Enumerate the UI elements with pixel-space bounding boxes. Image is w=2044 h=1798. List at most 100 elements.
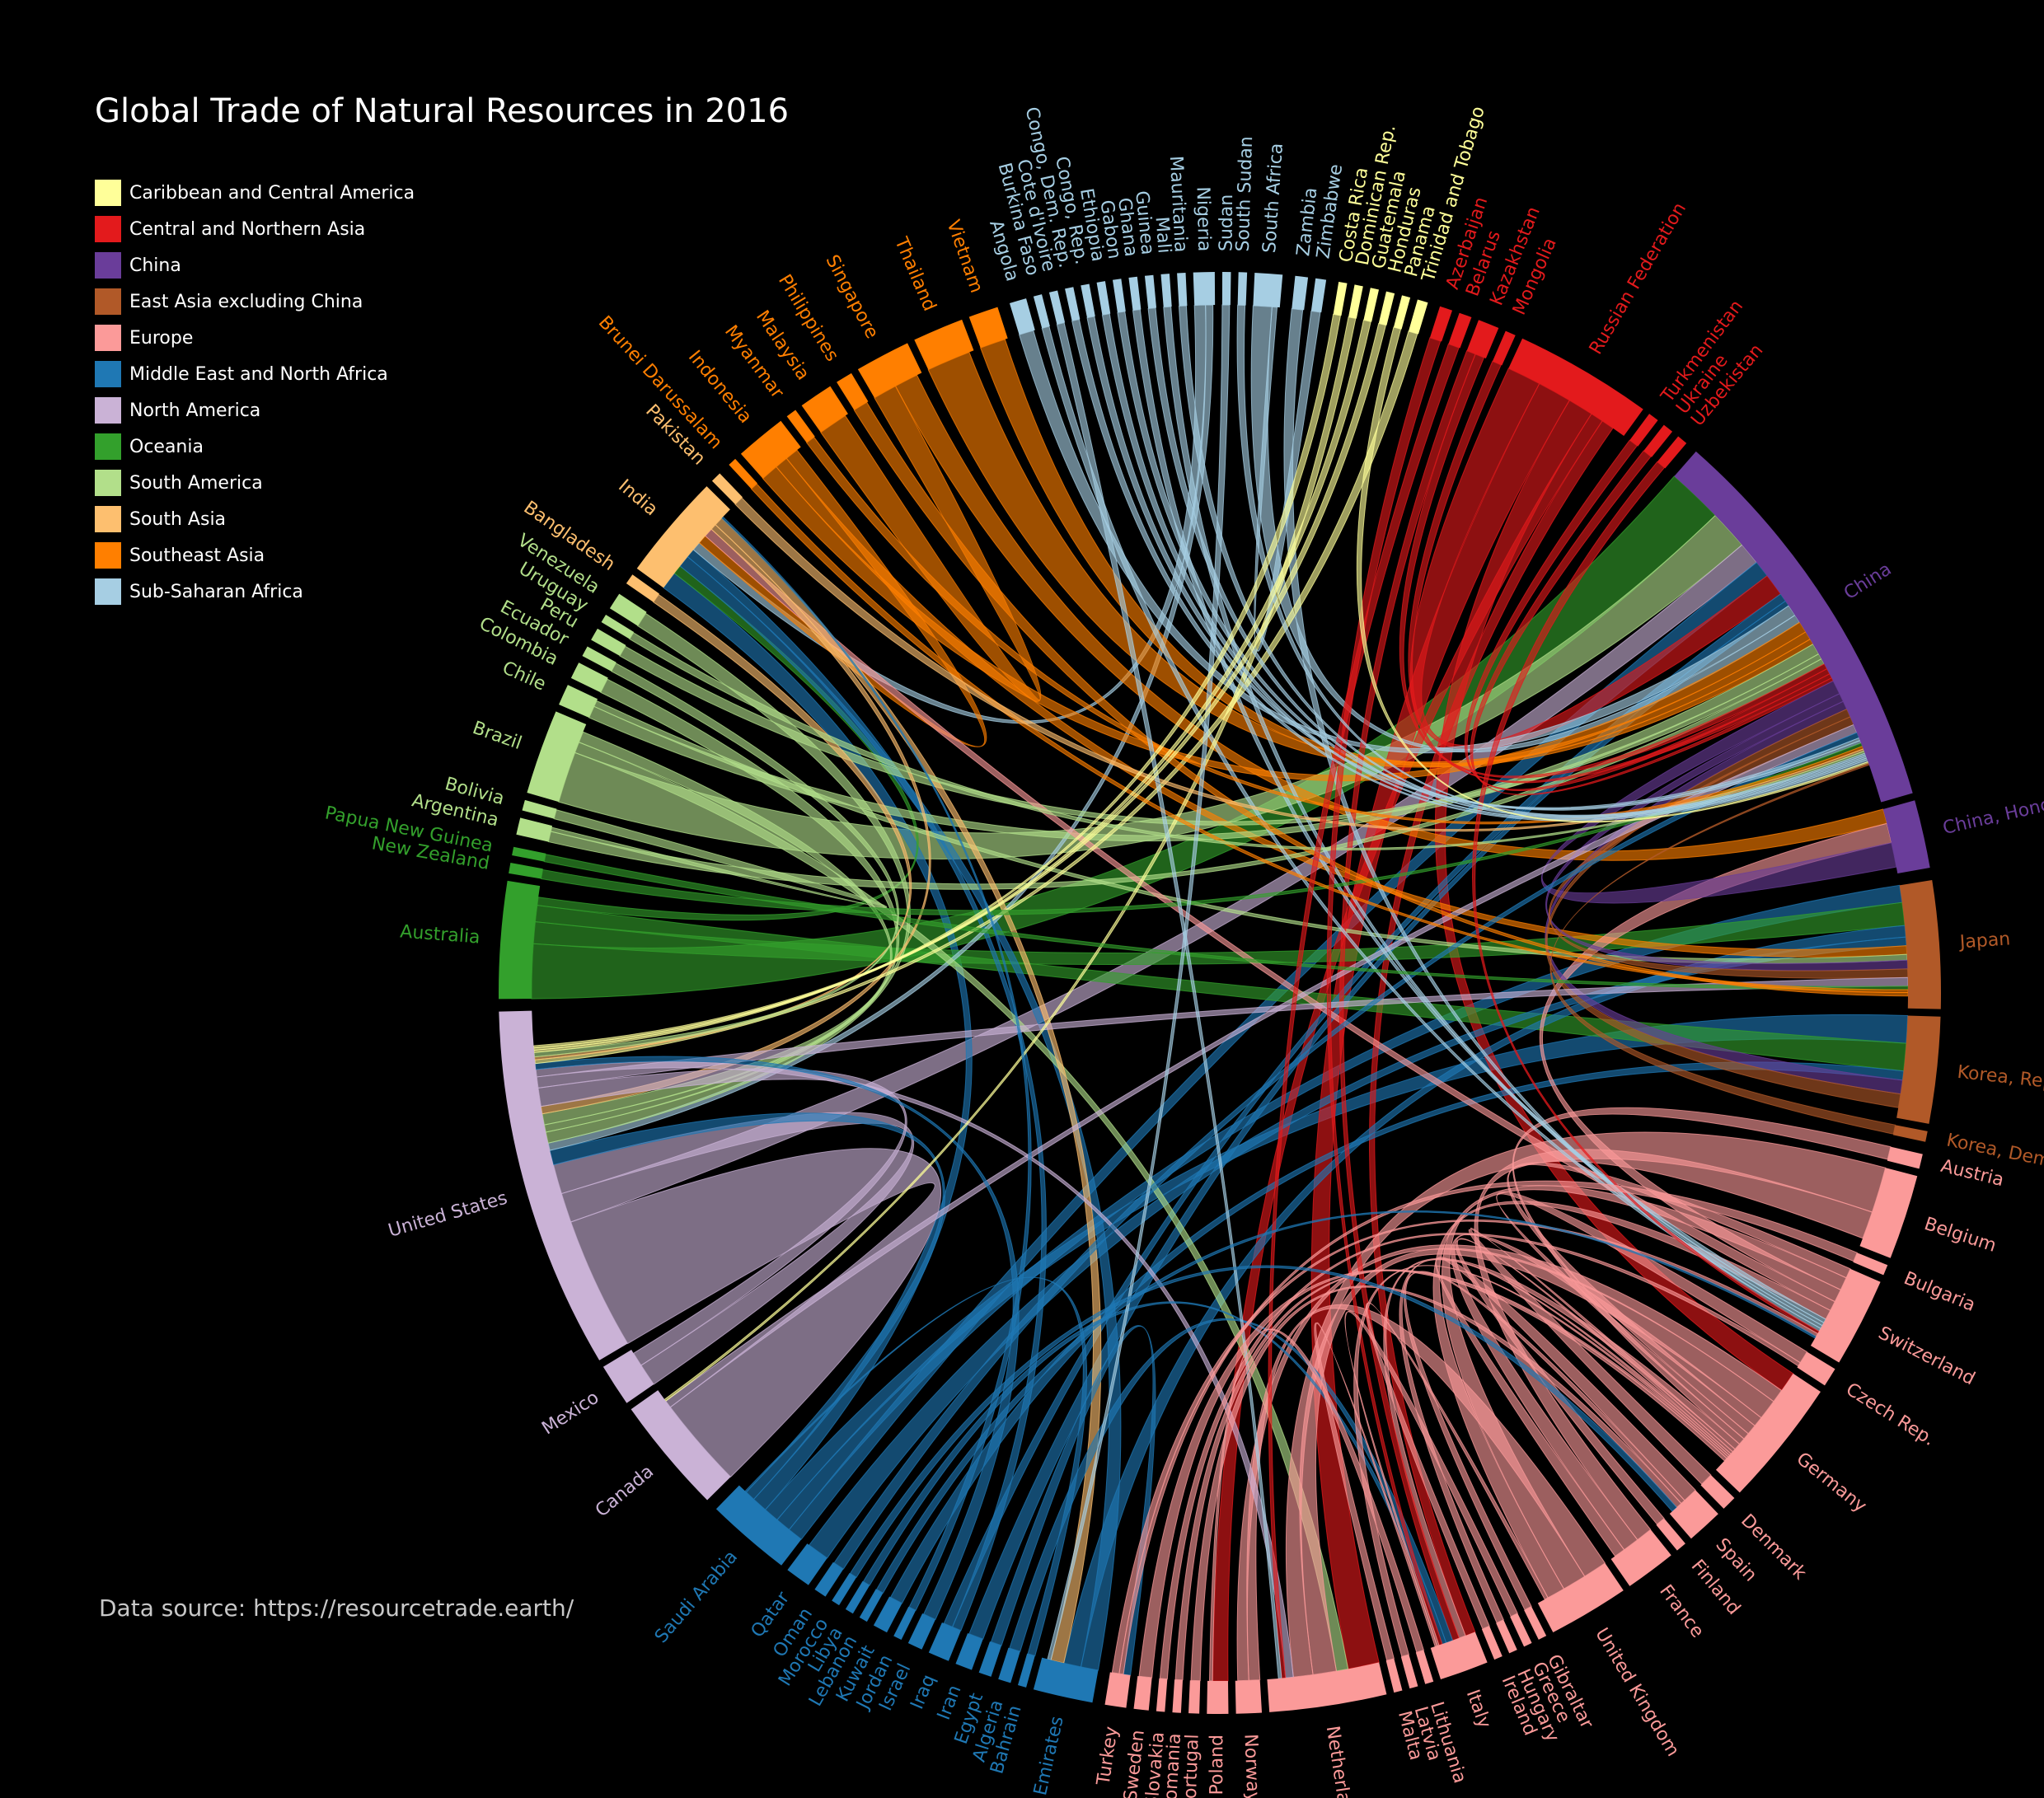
chart-title: Global Trade of Natural Resources in 201…: [95, 92, 790, 130]
legend-label: Europe: [129, 327, 194, 349]
legend-item: China: [95, 247, 415, 283]
country-arc: [837, 372, 869, 410]
country-arc: [1810, 1268, 1881, 1363]
country-arc: [1882, 800, 1930, 873]
country-arc: [1385, 1658, 1403, 1693]
legend-swatch: [95, 288, 121, 315]
country-arc: [601, 615, 635, 639]
chord-ribbon: [698, 449, 987, 747]
country-arc: [1144, 274, 1157, 309]
country-arc: [1048, 290, 1066, 325]
country-arc: [1400, 1654, 1418, 1689]
chord-ribbon: [820, 385, 1042, 702]
country-arc: [1033, 1657, 1099, 1703]
country-arc: [1674, 451, 1913, 803]
country-label: Mali: [1151, 216, 1174, 254]
country-arc: [570, 663, 608, 693]
chord-ribbon: [663, 573, 973, 1510]
legend-item: Caribbean and Central America: [95, 175, 415, 211]
chord-ribbon: [1399, 1258, 1732, 1624]
country-arc: [968, 307, 1008, 349]
country-arc: [516, 817, 553, 842]
arc-layer: [499, 272, 1941, 1714]
chord-ribbon: [558, 514, 1743, 859]
country-arc: [1393, 295, 1411, 330]
country-arc: [1853, 1253, 1888, 1276]
legend-item: Central and Northern Asia: [95, 211, 415, 247]
country-label: South Africa: [1259, 143, 1287, 254]
country-arc: [1221, 272, 1231, 306]
chord-ribbon: [1472, 461, 1820, 1335]
country-arc: [1133, 1676, 1152, 1711]
chord-ribbon: [570, 1148, 941, 1478]
country-arc: [1492, 330, 1516, 366]
legend-label: Central and Northern Asia: [129, 218, 366, 240]
country-arc: [1643, 424, 1673, 457]
legend-item: Europe: [95, 320, 415, 356]
legend-swatch: [95, 578, 121, 605]
country-label: Portugal: [1179, 1734, 1202, 1798]
country-arc: [1896, 1015, 1941, 1124]
country-arc: [787, 1543, 827, 1585]
country-arc: [1700, 1474, 1735, 1509]
chord-ribbon: [588, 643, 1820, 842]
country-label: Australia: [400, 921, 481, 948]
chord-ribbon: [619, 645, 1822, 826]
ribbon-layer: [531, 304, 1909, 1682]
country-arc: [631, 1390, 731, 1501]
country-arc: [1429, 306, 1453, 342]
country-arc: [786, 410, 815, 443]
country-label: Belgium: [1921, 1214, 1999, 1257]
legend-item: Sub-Saharan Africa: [95, 574, 415, 610]
country-arc: [1081, 283, 1095, 318]
country-arc: [1033, 294, 1050, 329]
legend-item: North America: [95, 392, 415, 428]
legend-swatch: [95, 252, 121, 279]
chord-ribbon: [1539, 822, 1892, 1303]
country-arc: [1207, 1680, 1229, 1714]
country-label: China: [1840, 559, 1895, 604]
country-label: Singapore: [821, 251, 882, 342]
chord-ribbon: [1178, 305, 1867, 817]
chord-ribbon: [1369, 420, 1614, 1636]
legend-label: Middle East and North Africa: [129, 363, 388, 385]
country-arc: [1253, 273, 1283, 308]
country-arc: [1177, 272, 1188, 307]
country-arc: [1363, 288, 1380, 322]
country-label: United Kingdom: [1591, 1625, 1683, 1761]
chord-ribbon: [531, 475, 1716, 1000]
chord-ribbon: [545, 612, 911, 1144]
chord-ribbon: [1132, 309, 1826, 1323]
country-arc: [1537, 1562, 1624, 1632]
chord-ribbon: [1441, 1185, 1847, 1590]
chord-ribbon: [593, 700, 1908, 964]
legend-item: South Asia: [95, 501, 415, 537]
country-arc: [907, 1613, 935, 1650]
country-arc: [609, 593, 647, 626]
country-arc: [1887, 1146, 1923, 1169]
country-label: Nigeria: [1193, 186, 1215, 251]
legend-item: Oceania: [95, 428, 415, 465]
legend-item: South America: [95, 465, 415, 501]
legend-label: Caribbean and Central America: [129, 182, 415, 204]
country-arc: [729, 458, 757, 489]
country-arc: [1160, 274, 1172, 307]
country-label: India: [614, 475, 661, 520]
country-arc: [582, 646, 616, 672]
country-arc: [1009, 298, 1035, 335]
country-label: Bulgaria: [1901, 1268, 1978, 1316]
country-arc: [801, 386, 848, 433]
country-label: Vietnam: [942, 218, 987, 296]
country-arc: [499, 880, 541, 1000]
country-label: Russian Federation: [1586, 199, 1690, 358]
country-arc: [512, 846, 546, 862]
country-arc: [1610, 1529, 1671, 1586]
country-label: Mauritania: [1165, 156, 1191, 253]
chord-ribbon: [1356, 326, 1869, 823]
chord-ribbon: [1208, 1328, 1425, 1682]
chord-ribbon: [1474, 1149, 1873, 1541]
legend-item: Middle East and North Africa: [95, 356, 415, 392]
country-label: South Sudan: [1233, 136, 1257, 252]
country-arc: [873, 1596, 902, 1633]
country-arc: [509, 862, 543, 879]
